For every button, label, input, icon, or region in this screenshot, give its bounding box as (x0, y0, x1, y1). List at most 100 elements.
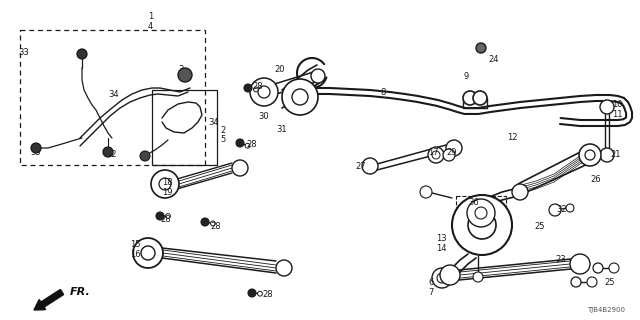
Text: 5: 5 (220, 135, 225, 144)
Circle shape (463, 91, 477, 105)
Text: 25: 25 (534, 222, 545, 231)
Circle shape (512, 184, 528, 200)
Bar (20, 30, 205, 165)
Text: 22: 22 (106, 150, 116, 159)
Text: TJB4B2900: TJB4B2900 (587, 307, 625, 313)
Circle shape (476, 43, 486, 53)
Circle shape (311, 69, 325, 83)
Text: 27: 27 (355, 162, 365, 171)
Circle shape (244, 84, 252, 92)
Circle shape (570, 254, 590, 274)
Text: 2: 2 (220, 126, 225, 135)
Text: 13: 13 (436, 234, 447, 243)
Circle shape (428, 147, 444, 163)
Text: 16: 16 (130, 250, 141, 259)
Text: 29: 29 (446, 148, 456, 157)
Text: 24: 24 (488, 55, 499, 64)
Text: 28: 28 (246, 140, 257, 149)
Circle shape (475, 207, 487, 219)
Circle shape (151, 170, 179, 198)
Text: 10: 10 (612, 100, 623, 109)
Circle shape (201, 218, 209, 226)
Circle shape (236, 139, 244, 147)
Text: 25: 25 (604, 278, 614, 287)
Text: 36: 36 (468, 198, 479, 207)
Text: 34: 34 (208, 118, 219, 127)
Circle shape (133, 238, 163, 268)
Circle shape (253, 87, 259, 92)
Text: 23: 23 (555, 255, 566, 264)
Circle shape (292, 89, 308, 105)
Circle shape (585, 150, 595, 160)
Circle shape (156, 212, 164, 220)
Text: FR.: FR. (70, 287, 91, 297)
Text: 4: 4 (148, 22, 153, 31)
Circle shape (473, 91, 487, 105)
Circle shape (440, 265, 460, 285)
Circle shape (178, 68, 192, 82)
Circle shape (166, 214, 170, 218)
Text: 11: 11 (612, 110, 623, 119)
Circle shape (609, 263, 619, 273)
Circle shape (232, 160, 248, 176)
Text: 6: 6 (428, 278, 433, 287)
Text: 32: 32 (556, 205, 566, 214)
Bar (456, 196, 506, 230)
Circle shape (452, 195, 512, 255)
Text: 19: 19 (162, 188, 173, 197)
Circle shape (420, 186, 432, 198)
Circle shape (245, 143, 250, 148)
Circle shape (159, 178, 171, 190)
Text: 18: 18 (162, 178, 173, 187)
Text: 15: 15 (130, 240, 141, 249)
Text: 28: 28 (262, 290, 273, 299)
Text: 28: 28 (252, 82, 262, 91)
Circle shape (211, 221, 215, 226)
Circle shape (432, 151, 440, 159)
Text: 33: 33 (18, 48, 29, 57)
Bar (152, 90, 217, 165)
Text: 20: 20 (274, 65, 285, 74)
FancyArrow shape (34, 290, 63, 310)
Text: 3: 3 (178, 65, 184, 74)
Text: 28: 28 (160, 215, 171, 224)
Text: 26: 26 (590, 175, 600, 184)
Circle shape (593, 263, 603, 273)
Circle shape (600, 148, 614, 162)
Circle shape (579, 144, 601, 166)
Circle shape (549, 204, 561, 216)
Text: 1: 1 (148, 12, 153, 21)
Circle shape (282, 79, 318, 115)
Circle shape (571, 277, 581, 287)
Text: 14: 14 (436, 244, 447, 253)
Text: 30: 30 (258, 112, 269, 121)
Text: 34: 34 (108, 90, 118, 99)
Circle shape (77, 49, 87, 59)
Text: 28: 28 (210, 222, 221, 231)
Circle shape (432, 268, 452, 288)
Circle shape (446, 140, 462, 156)
Circle shape (141, 246, 155, 260)
Text: 9: 9 (463, 72, 468, 81)
Text: 21: 21 (610, 150, 621, 159)
Text: 17: 17 (428, 148, 438, 157)
Text: 31: 31 (276, 125, 287, 134)
Circle shape (443, 149, 455, 161)
Circle shape (473, 272, 483, 282)
Circle shape (103, 147, 113, 157)
Circle shape (276, 260, 292, 276)
Circle shape (140, 151, 150, 161)
Circle shape (467, 199, 495, 227)
Circle shape (248, 289, 256, 297)
Circle shape (258, 86, 270, 98)
Circle shape (587, 277, 597, 287)
Text: 7: 7 (428, 288, 433, 297)
Text: 12: 12 (507, 133, 518, 142)
Circle shape (468, 211, 496, 239)
Circle shape (31, 143, 41, 153)
Circle shape (250, 78, 278, 106)
Circle shape (600, 100, 614, 114)
Circle shape (566, 204, 574, 212)
Text: 35: 35 (30, 148, 40, 157)
Circle shape (257, 291, 262, 296)
